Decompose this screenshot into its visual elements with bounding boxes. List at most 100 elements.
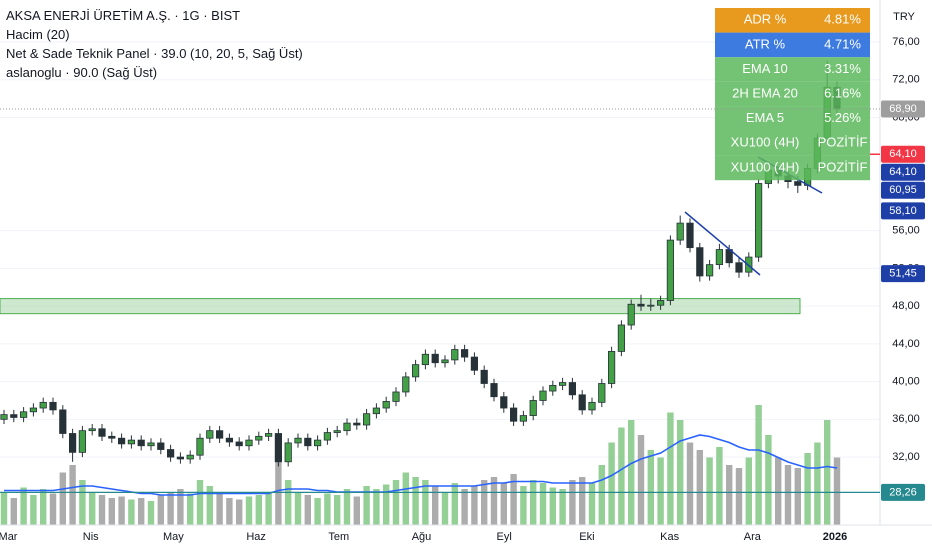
volume-bar — [402, 472, 409, 525]
x-tick-label: Eki — [579, 531, 594, 543]
volume-bar — [490, 477, 498, 525]
candle-body — [735, 262, 743, 273]
y-tick-label: 76,00 — [892, 36, 920, 48]
candle-body — [617, 324, 626, 352]
volume-bar — [206, 486, 213, 525]
x-tick-label: Nis — [83, 531, 99, 543]
candle-body — [353, 422, 361, 426]
candle-body — [431, 353, 439, 364]
candle-body — [176, 456, 184, 460]
candle-body — [411, 364, 420, 378]
volume-bar — [598, 465, 605, 525]
volume-bar — [412, 477, 419, 525]
volume-bar — [824, 420, 831, 525]
candle-body — [441, 359, 449, 364]
volume-bar — [353, 496, 360, 525]
candle-body — [0, 414, 8, 420]
volume-bar — [637, 435, 645, 525]
candle-body — [451, 349, 459, 361]
panel-cell: 2H EMA 20 — [732, 86, 798, 101]
volume-bar — [314, 498, 321, 525]
volume-bar — [608, 442, 615, 525]
x-tick-label: Kas — [660, 531, 679, 543]
candle-body — [470, 356, 479, 371]
volume-bar — [833, 457, 841, 525]
volume-bar — [177, 489, 184, 525]
volume-bar — [432, 486, 439, 525]
panel-row — [715, 106, 870, 131]
candle-body — [559, 382, 567, 386]
volume-bar — [98, 495, 106, 525]
volume-bar — [49, 493, 57, 525]
volume-bar — [765, 435, 772, 525]
volume-bar — [383, 484, 390, 525]
price-label: 64,10 — [889, 166, 917, 178]
volume-bar — [363, 486, 370, 525]
volume-bar — [373, 489, 380, 525]
y-tick-label: 72,00 — [892, 74, 920, 86]
candle-body — [69, 433, 77, 453]
volume-bar — [128, 499, 135, 525]
candle-body — [88, 428, 96, 432]
volume-bar — [422, 480, 429, 525]
volume-bar — [285, 480, 292, 525]
candle-body — [118, 437, 126, 445]
volume-bar — [569, 480, 576, 525]
volume-bar — [481, 480, 488, 525]
candle-body — [362, 413, 371, 426]
candle-body — [49, 401, 57, 411]
candle-body — [608, 351, 616, 384]
candle-body — [382, 401, 390, 409]
candle-body — [500, 396, 508, 409]
candle-body — [686, 222, 694, 249]
panel-row — [715, 57, 870, 82]
info-panel: ADR % 4.81% ATR % 4.71% EMA 10 3.31% 2H EMA 20… — [715, 8, 870, 181]
candle-body — [402, 376, 410, 393]
candle-body — [539, 390, 547, 401]
price-label-box — [881, 145, 925, 163]
volume-bar — [167, 492, 174, 525]
legend-line: Net & Sade Teknik Panel · 39.0 (10, 20, … — [6, 46, 303, 61]
price-label: 51,45 — [889, 267, 917, 279]
candle-body — [196, 437, 204, 456]
volume-bar — [686, 442, 694, 525]
zone-layer — [0, 298, 801, 315]
candle-body — [255, 435, 263, 441]
x-tick-label: Ağu — [412, 531, 432, 543]
candle-body — [304, 437, 312, 447]
candle-body — [519, 415, 528, 422]
candle-body — [578, 394, 586, 411]
volume-bar — [539, 483, 547, 525]
y-tick-label: 36,00 — [892, 413, 920, 425]
panel-cell: POZİTİF — [818, 159, 868, 174]
axis-layer: 32,0036,0040,0044,0048,0052,0056,0068,00… — [0, 36, 925, 543]
volume-bar — [79, 480, 86, 525]
volume-bar — [245, 496, 253, 525]
x-tick-label: 2026 — [823, 531, 847, 543]
candle-body — [245, 439, 253, 447]
legend-line: aslanoglu · 90.0 (Sağ Üst) — [6, 65, 157, 80]
volume-bar — [784, 465, 792, 525]
x-tick-label: Mar — [0, 531, 18, 543]
volume-layer — [0, 405, 841, 525]
x-tick-label: Tem — [328, 531, 349, 543]
candle-body — [421, 353, 430, 366]
price-label: 58,10 — [889, 205, 917, 217]
price-label: 28,26 — [889, 486, 917, 498]
volume-bar — [471, 486, 478, 525]
candle-body — [127, 439, 135, 445]
panel-row — [715, 155, 870, 181]
panel-cell: XU100 (4H) — [731, 159, 800, 174]
volume-bar — [451, 483, 458, 525]
volume-bar — [265, 492, 272, 525]
volume-bar — [549, 487, 556, 525]
price-label-box — [881, 265, 925, 283]
y-tick-label: 48,00 — [892, 300, 920, 312]
volume-bar — [500, 483, 507, 525]
price-label: 60,95 — [889, 184, 917, 196]
candle-body — [372, 407, 381, 415]
price-label-box — [881, 483, 925, 501]
candle-body — [98, 428, 106, 437]
price-label-box — [881, 181, 925, 199]
